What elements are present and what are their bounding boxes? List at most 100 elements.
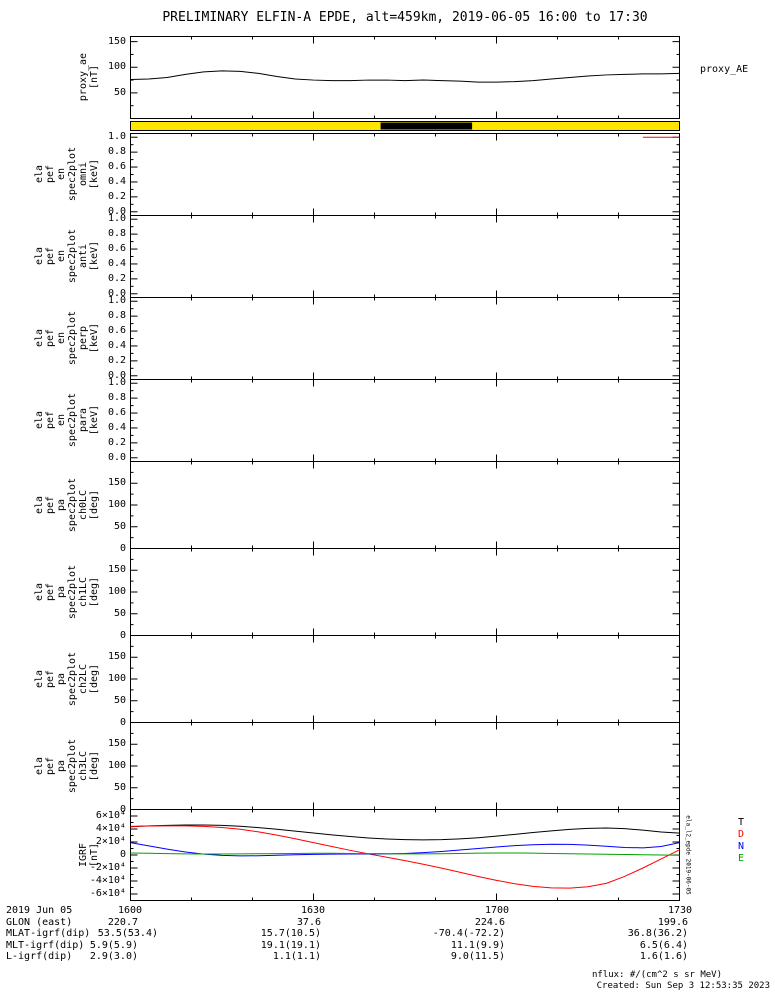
- y-tick-label: -4×10⁴: [89, 875, 126, 886]
- y-tick-label: 100: [107, 499, 126, 510]
- nflux-units-note: nflux: #/(cm^2 s sr MeV): [591, 970, 722, 980]
- ela-pef-en-spec2plot-anti-ylabel: ela pef en spec2plot anti [keV]: [34, 228, 100, 284]
- panel-frame: [130, 461, 680, 549]
- mlat-value: 53.5(53.4): [97, 928, 158, 939]
- y-tick-label: 150: [107, 738, 126, 750]
- y-tick-label: -6×10⁴: [89, 888, 126, 899]
- y-tick-label: 50: [113, 607, 126, 619]
- y-tick-label: 0.8: [107, 228, 126, 240]
- lshell-value: 9.0(11.5): [450, 951, 505, 962]
- D-trace: [130, 825, 680, 889]
- proxy_AE-trace: [130, 70, 680, 83]
- date-label: 2019 Jun 05: [6, 905, 73, 916]
- panel-frame: [130, 548, 680, 636]
- proxy-ae-trace-label: proxy_AE: [700, 64, 749, 75]
- y-tick-label: 0.4: [107, 339, 126, 351]
- lshell-row: L-igrf(dip) 2.9(3.0) 1.1(1.1) 9.0(11.5) …: [0, 951, 775, 962]
- mlt-value: 6.5(6.4): [639, 940, 688, 951]
- mlt-label: MLT-igrf(dip): [6, 940, 85, 951]
- mlt-value: 11.1(9.9): [450, 940, 505, 951]
- y-tick-label: 4×10⁴: [95, 823, 126, 834]
- y-tick-label: 0.0: [107, 205, 126, 217]
- y-tick-label: 150: [107, 35, 126, 47]
- y-tick-label: 100: [107, 61, 126, 73]
- ela-pef-pa-spec2plot-ch2LC-panel: [130, 635, 680, 723]
- ela-pef-en-spec2plot-omni-ylabel: ela pef en spec2plot omni [keV]: [34, 146, 100, 202]
- panel-frame: [130, 722, 680, 810]
- y-tick-label: 0: [119, 542, 126, 554]
- mlat-value: 36.8(36.2): [627, 928, 688, 939]
- ela-pef-en-spec2plot-para-panel: [130, 379, 680, 462]
- ela-pef-pa-spec2plot-ch3LC-panel: [130, 722, 680, 810]
- y-tick-label: 2×10⁴: [95, 836, 126, 847]
- fast-bar-panel: [130, 121, 680, 131]
- glon-value: 224.6: [474, 917, 505, 928]
- igrf-variable-label: ela_l2_epde 2019-06-05: [684, 815, 692, 895]
- mlat-value: -70.4(-72.2): [432, 928, 505, 939]
- T-trace: [130, 824, 680, 841]
- y-tick-label: 0.0: [107, 451, 126, 463]
- y-tick-label: 50: [113, 694, 126, 706]
- y-tick-label: -2×10⁴: [89, 862, 126, 873]
- y-tick-label: 1.0: [107, 295, 126, 307]
- panel-frame: [130, 297, 680, 380]
- y-tick-label: 1.0: [107, 131, 126, 143]
- legend-D: D: [738, 829, 745, 840]
- y-tick-label: 0.6: [107, 161, 126, 173]
- mlt-value: 5.9(5.9): [89, 940, 138, 951]
- y-tick-label: 0.8: [107, 146, 126, 158]
- created-timestamp: Created: Sun Sep 3 12:53:35 2023: [596, 981, 770, 991]
- y-tick-label: 0.8: [107, 310, 126, 322]
- mlat-row: MLAT-igrf(dip) 53.5(53.4) 15.7(10.5) -70…: [0, 928, 775, 939]
- y-tick-label: 50: [113, 86, 126, 98]
- y-tick-label: 0.0: [107, 287, 126, 299]
- mlt-value: 19.1(19.1): [260, 940, 321, 951]
- plot-title: PRELIMINARY ELFIN-A EPDE, alt=459km, 201…: [162, 10, 648, 25]
- igrf-panel: [130, 809, 680, 901]
- y-tick-label: 0.4: [107, 175, 126, 187]
- igrf-ylabel: IGRF [nT]: [78, 842, 100, 867]
- y-tick-label: 100: [107, 673, 126, 684]
- legend-T: T: [738, 817, 745, 828]
- ela-pef-pa-spec2plot-ch1LC-ylabel: ela pef pa spec2plot ch1LC [deg]: [34, 564, 100, 619]
- mlat-label: MLAT-igrf(dip): [6, 928, 91, 939]
- glon-row: GLON (east) 220.7 37.6 224.6 199.6: [0, 917, 775, 928]
- y-tick-label: 50: [113, 520, 126, 532]
- ela-pef-pa-spec2plot-ch2LC-ylabel: ela pef pa spec2plot ch2LC [deg]: [34, 651, 100, 706]
- ela-pef-pa-spec2plot-ch0LC-ylabel: ela pef pa spec2plot ch0LC [deg]: [34, 477, 100, 532]
- glon-value: 37.6: [296, 917, 321, 928]
- legend-E: E: [738, 853, 745, 864]
- lshell-value: 2.9(3.0): [89, 951, 138, 962]
- time-tick-label: 1700: [484, 905, 510, 916]
- y-tick-label: 0.2: [107, 272, 126, 284]
- ela-pef-en-spec2plot-omni-panel: [130, 133, 680, 216]
- y-tick-label: 0.2: [107, 354, 126, 366]
- lshell-label: L-igrf(dip): [6, 951, 73, 962]
- y-tick-label: 0: [119, 629, 126, 641]
- ela-pef-en-spec2plot-anti-panel: [130, 215, 680, 298]
- time-tick-label: 1730: [667, 905, 693, 916]
- time-tick-label: 1600: [117, 905, 143, 916]
- y-tick-label: 100: [107, 586, 126, 597]
- ela-pef-en-spec2plot-perp-panel: [130, 297, 680, 380]
- y-tick-label: 0.2: [107, 190, 126, 202]
- y-tick-label: 1.0: [107, 377, 126, 389]
- lshell-value: 1.1(1.1): [272, 951, 321, 962]
- y-tick-label: 0: [119, 803, 126, 815]
- status-bar-segment: [380, 122, 473, 130]
- y-tick-label: 0.4: [107, 257, 126, 269]
- y-tick-label: 0.6: [107, 407, 126, 419]
- panel-frame: [130, 133, 680, 216]
- y-tick-label: 0.6: [107, 243, 126, 255]
- y-tick-label: 0.2: [107, 436, 126, 448]
- y-tick-label: 6×10⁴: [95, 810, 126, 821]
- time-tick-label: 1630: [300, 905, 326, 916]
- y-tick-label: 0: [119, 849, 126, 860]
- proxy-ae-panel: [130, 36, 680, 119]
- glon-value: 199.6: [657, 917, 688, 928]
- ela-pef-pa-spec2plot-ch3LC-ylabel: ela pef pa spec2plot ch3LC [deg]: [34, 738, 100, 793]
- panel-frame: [130, 36, 680, 119]
- legend-N: N: [738, 841, 745, 852]
- panel-frame: [130, 379, 680, 462]
